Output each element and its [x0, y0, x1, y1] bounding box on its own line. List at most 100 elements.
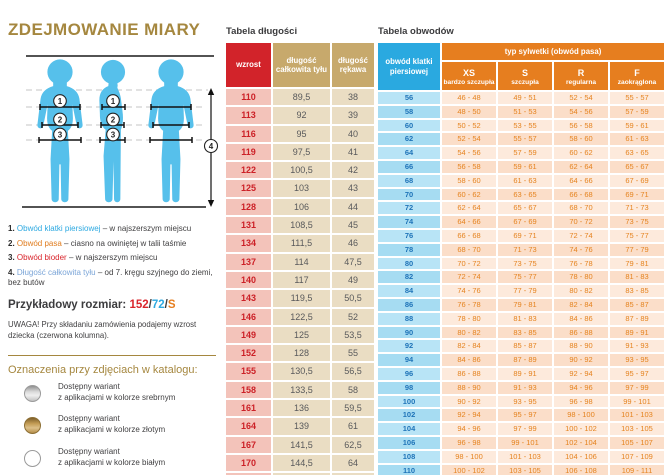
legend-number: 3.: [8, 253, 15, 263]
chest-cell: 72: [378, 202, 440, 215]
r-range-cell: 92 - 94: [554, 367, 608, 380]
xs-range-cell: 66 - 68: [442, 229, 496, 242]
r-range-cell: 72 - 74: [554, 229, 608, 242]
header-xs: XS bardzo szczupła: [442, 62, 496, 90]
svg-text:1: 1: [58, 97, 63, 106]
measurement-diagram: 1 2 3 1 2 3 4: [22, 55, 219, 208]
svg-text:2: 2: [111, 116, 116, 125]
catalog-item-white: Dostępny wariant z aplikacjami w kolorze …: [8, 447, 220, 475]
f-range-cell: 109 - 111: [610, 464, 664, 475]
marker-1-side: 1: [106, 94, 120, 108]
total-back-length-cell: 89,5: [273, 89, 330, 106]
r-range-cell: 76 - 78: [554, 257, 608, 270]
table-row: 82 72 - 74 75 - 77 78 - 80 81 - 83: [378, 271, 664, 284]
length-table-title: Tabela długości: [226, 26, 298, 37]
table-row: 102 92 - 94 95 - 97 98 - 100 101 - 103: [378, 409, 664, 422]
catalog-item-silver: Dostępny wariant z aplikacjami w kolorze …: [8, 382, 220, 410]
sleeve-length-cell: 42: [332, 162, 374, 179]
s-range-cell: 57 - 59: [498, 147, 552, 159]
height-cell: 161: [226, 400, 271, 417]
s-range-cell: 97 - 99: [498, 423, 552, 435]
table-row: 17314765,5: [226, 473, 374, 475]
table-row: 170 144,5 64: [226, 454, 374, 472]
height-cell: 131: [226, 217, 271, 234]
white-circle-icon: [24, 450, 41, 467]
chest-cell: 100: [378, 395, 440, 408]
f-range-cell: 81 - 83: [610, 271, 664, 284]
order-notice: UWAGA! Przy składaniu zamówienia podajem…: [8, 320, 197, 340]
height-cell: 134: [226, 235, 271, 252]
r-range-cell: 54 - 56: [554, 105, 608, 118]
child-silhouette-side: [99, 59, 126, 203]
total-back-length-cell: 128: [273, 345, 330, 362]
table-row: 134 111,5 46: [226, 235, 374, 252]
table-row: 164 139 61: [226, 418, 374, 435]
sleeve-length-cell: 38: [332, 89, 374, 106]
marker-3-side: 3: [106, 127, 120, 142]
catalog-markers-title: Oznaczenia przy zdjęciach w katalogu:: [8, 364, 198, 376]
sleeve-length-cell: 47,5: [332, 253, 374, 270]
s-range-cell: 91 - 93: [498, 381, 552, 394]
table-row: 100 90 - 92 93 - 95 96 - 98 99 - 101: [378, 395, 664, 408]
xs-range-cell: 92 - 94: [442, 409, 496, 422]
legend-item-chest: 1. Obwód klatki piersiowej – w najszersz…: [8, 224, 220, 235]
s-range-cell: 59 - 61: [498, 160, 552, 173]
xs-range-cell: 100 - 102: [442, 464, 496, 475]
table-row: 86 76 - 78 79 - 81 82 - 84 85 - 87: [378, 298, 664, 311]
total-back-length-cell: 125: [273, 326, 330, 344]
f-range-cell: 103 - 105: [610, 423, 664, 435]
svg-text:2: 2: [58, 116, 63, 125]
r-range-cell: 68 - 70: [554, 202, 608, 215]
marker-2-front: 2: [53, 112, 67, 127]
chest-cell: 68: [378, 174, 440, 187]
r-range-cell: 56 - 58: [554, 119, 608, 132]
sleeve-length-cell: 61: [332, 418, 374, 435]
table-row: 108 98 - 100 101 - 103 104 - 106 107 - 109: [378, 450, 664, 463]
header-total-back-length: długość całkowita tyłu: [273, 43, 330, 87]
table-row: 152 128 55: [226, 345, 374, 362]
table-row: 72 62 - 64 65 - 67 68 - 70 71 - 73: [378, 202, 664, 215]
xs-range-cell: 58 - 60: [442, 174, 496, 187]
height-cell: 155: [226, 363, 271, 380]
xs-range-cell: 80 - 82: [442, 326, 496, 339]
legend-desc: – ciasno na owiniętej w talii taśmie: [61, 238, 187, 248]
f-range-cell: 55 - 57: [610, 92, 664, 104]
xs-range-cell: 64 - 66: [442, 216, 496, 228]
total-back-length-cell: 97,5: [273, 143, 330, 161]
r-range-cell: 62 - 64: [554, 160, 608, 173]
xs-range-cell: 62 - 64: [442, 202, 496, 215]
s-range-cell: 61 - 63: [498, 174, 552, 187]
chest-cell: 66: [378, 160, 440, 173]
r-range-cell: 64 - 66: [554, 174, 608, 187]
table-row: 125 103 43: [226, 180, 374, 197]
s-range-cell: 85 - 87: [498, 340, 552, 353]
total-back-length-cell: 144,5: [273, 454, 330, 472]
chest-cell: 60: [378, 119, 440, 132]
xs-range-cell: 46 - 48: [442, 92, 496, 104]
child-silhouette-back: [148, 59, 194, 203]
chest-cell: 56: [378, 92, 440, 104]
f-range-cell: 59 - 61: [610, 119, 664, 132]
table-row: 116 95 40: [226, 125, 374, 142]
marker-1-front: 1: [53, 94, 67, 108]
header-wzrost: wzrost: [226, 43, 271, 87]
table-row: 131 108,5 45: [226, 217, 374, 234]
f-range-cell: 87 - 89: [610, 312, 664, 325]
table-row: 146 122,5 52: [226, 308, 374, 325]
f-range-cell: 85 - 87: [610, 298, 664, 311]
chest-cell: 102: [378, 409, 440, 422]
svg-text:4: 4: [209, 142, 214, 151]
s-range-cell: 103 - 105: [498, 464, 552, 475]
total-back-length-cell: 122,5: [273, 308, 330, 325]
marker-4-arrow: 4: [203, 138, 219, 154]
marker-2-side: 2: [106, 112, 120, 127]
table-row: 113 92 39: [226, 107, 374, 124]
f-range-cell: 101 - 103: [610, 409, 664, 422]
xs-range-cell: 78 - 80: [442, 312, 496, 325]
table-row: 92 82 - 84 85 - 87 88 - 90 91 - 93: [378, 340, 664, 353]
f-range-cell: 93 - 95: [610, 354, 664, 366]
chest-cell: 88: [378, 312, 440, 325]
total-back-length-cell: 103: [273, 180, 330, 197]
sleeve-length-cell: 53,5: [332, 326, 374, 344]
silver-circle-icon: [24, 385, 41, 402]
